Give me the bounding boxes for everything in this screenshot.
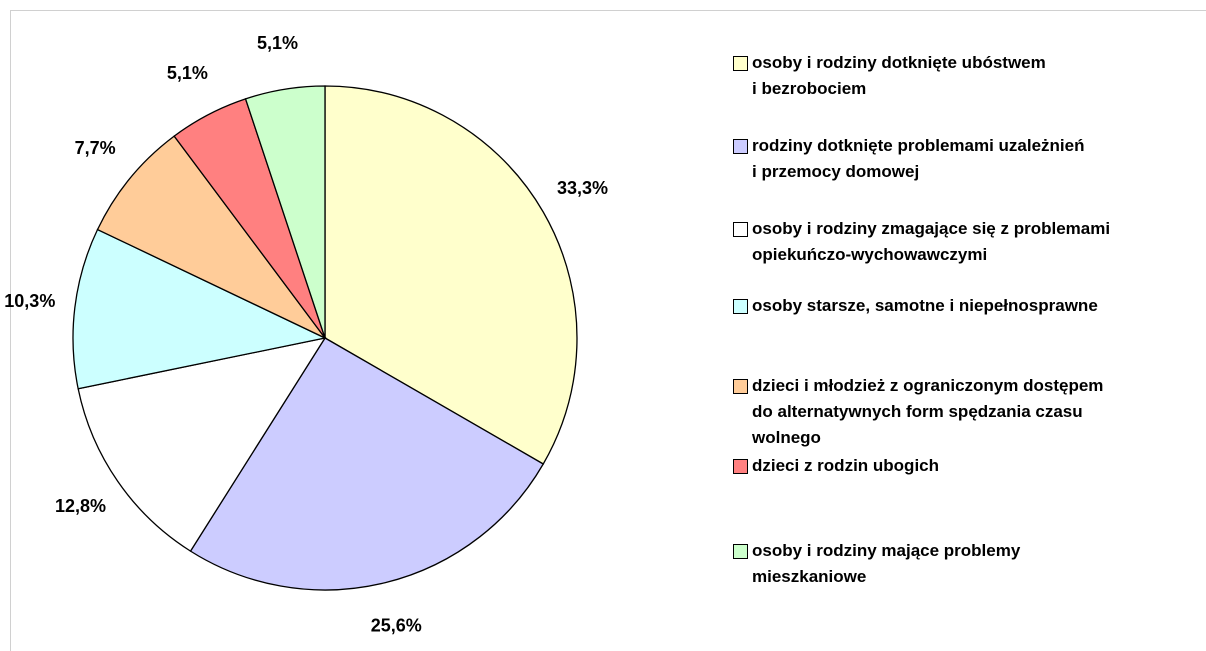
legend-item: rodziny dotknięte problemami uzależnień … (733, 133, 1085, 185)
legend-label: osoby i rodziny dotknięte ubóstwem i bez… (752, 53, 1046, 98)
data-label: 33,3% (557, 178, 608, 198)
pie-slice (244, 85, 326, 339)
legend-swatch (733, 544, 748, 559)
data-label: 12,8% (55, 496, 106, 516)
legend-label: osoby i rodziny zmagające się z problema… (752, 219, 1111, 264)
pie-slice (189, 337, 545, 591)
legend-label: dzieci i młodzież z ograniczonym dostępe… (752, 376, 1104, 447)
legend-item: osoby starsze, samotne i niepełnosprawne (733, 293, 1098, 319)
data-label: 7,7% (75, 138, 116, 158)
legend-item: dzieci i młodzież z ograniczonym dostępe… (733, 373, 1103, 451)
legend-swatch (733, 56, 748, 71)
pie-slice (324, 85, 578, 465)
pie-slice (77, 337, 327, 553)
legend-swatch (733, 459, 748, 474)
data-label: 5,1% (257, 33, 298, 53)
pie-slice (72, 228, 328, 390)
data-label: 25,6% (371, 615, 422, 635)
legend-label: rodziny dotknięte problemami uzależnień … (752, 136, 1085, 181)
frame (10, 10, 1206, 651)
legend-label: dzieci z rodzin ubogich (752, 456, 939, 475)
legend-item: osoby i rodziny dotknięte ubóstwem i bez… (733, 50, 1046, 102)
legend-swatch (733, 139, 748, 154)
legend-swatch (733, 299, 748, 314)
legend-item: dzieci z rodzin ubogich (733, 453, 939, 479)
legend-swatch (733, 379, 748, 394)
legend-label: osoby i rodziny mające problemy mieszkan… (752, 541, 1021, 586)
data-label: 10,3% (4, 291, 55, 311)
legend-item: osoby i rodziny mające problemy mieszkan… (733, 538, 1020, 590)
pie-slice (96, 135, 326, 339)
legend-swatch (733, 222, 748, 237)
data-label: 5,1% (167, 63, 208, 83)
legend-item: osoby i rodziny zmagające się z problema… (733, 216, 1110, 268)
legend-label: osoby starsze, samotne i niepełnosprawne (752, 296, 1098, 315)
